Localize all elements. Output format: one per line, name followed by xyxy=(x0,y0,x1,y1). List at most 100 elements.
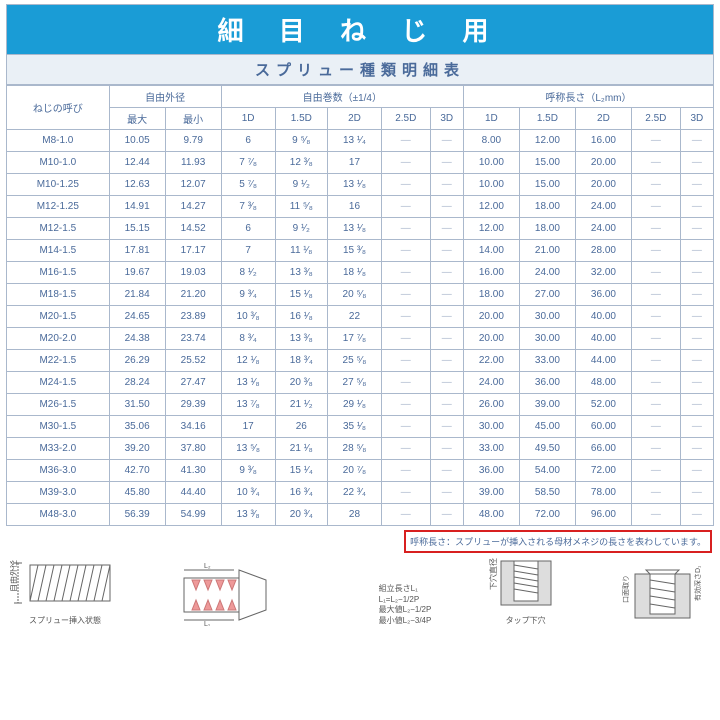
page-subtitle: スプリュー種類明細表 xyxy=(6,55,714,85)
cell-t1: 13 ⁵⁄₈ xyxy=(221,438,275,460)
cell-name: M20-2.0 xyxy=(7,328,110,350)
cell-min: 23.89 xyxy=(165,306,221,328)
cell-l1: 24.00 xyxy=(463,372,519,394)
table-row: M10-1.2512.6312.075 ⁷⁄₈9 ¹⁄₂13 ¹⁄₈——10.0… xyxy=(7,174,714,196)
svg-text:L₂: L₂ xyxy=(204,563,211,570)
cell-t2: 27 ⁵⁄₈ xyxy=(328,372,382,394)
cell-t25: — xyxy=(381,218,430,240)
cell-l25: — xyxy=(631,394,680,416)
cell-t3: — xyxy=(430,438,463,460)
cell-l15: 54.00 xyxy=(519,460,575,482)
cell-t1: 6 xyxy=(221,218,275,240)
col-l-1d: 1D xyxy=(463,108,519,130)
cell-t15: 21 ¹⁄₂ xyxy=(275,394,327,416)
cell-t1: 8 ¹⁄₂ xyxy=(221,262,275,284)
cell-t2: 17 xyxy=(328,152,382,174)
cell-t25: — xyxy=(381,152,430,174)
diagram-depth: 口面取り 有効深さD₁ xyxy=(620,566,710,626)
cell-t2: 13 ¹⁄₈ xyxy=(328,174,382,196)
cell-t3: — xyxy=(430,174,463,196)
cell-min: 14.52 xyxy=(165,218,221,240)
cell-min: 19.03 xyxy=(165,262,221,284)
cell-name: M12-1.5 xyxy=(7,218,110,240)
cell-l2: 40.00 xyxy=(575,306,631,328)
cell-t1: 9 ³⁄₄ xyxy=(221,284,275,306)
cell-l15: 15.00 xyxy=(519,152,575,174)
cell-name: M30-1.5 xyxy=(7,416,110,438)
cell-name: M10-1.0 xyxy=(7,152,110,174)
table-row: M48-3.056.3954.9913 ³⁄₈20 ³⁄₄28——48.0072… xyxy=(7,504,714,526)
cell-t15: 26 xyxy=(275,416,327,438)
cell-name: M8-1.0 xyxy=(7,130,110,152)
cell-l25: — xyxy=(631,218,680,240)
cell-l1: 12.00 xyxy=(463,218,519,240)
table-row: M8-1.010.059.7969 ⁵⁄₈13 ¹⁄₄——8.0012.0016… xyxy=(7,130,714,152)
diagram-coil: 自由外径 スプリュー挿入状態 xyxy=(10,553,120,626)
cell-l15: 39.00 xyxy=(519,394,575,416)
cell-min: 12.07 xyxy=(165,174,221,196)
cell-t1: 7 ³⁄₈ xyxy=(221,196,275,218)
cell-max: 12.44 xyxy=(109,152,165,174)
cell-l15: 27.00 xyxy=(519,284,575,306)
cell-l2: 66.00 xyxy=(575,438,631,460)
cell-min: 21.20 xyxy=(165,284,221,306)
cell-l2: 24.00 xyxy=(575,196,631,218)
svg-text:有効深さD₁: 有効深さD₁ xyxy=(693,566,702,601)
cell-l3: — xyxy=(680,152,713,174)
cell-l1: 48.00 xyxy=(463,504,519,526)
cell-l1: 26.00 xyxy=(463,394,519,416)
cell-t2: 20 ⁷⁄₈ xyxy=(328,460,382,482)
cell-l3: — xyxy=(680,438,713,460)
cell-l1: 20.00 xyxy=(463,306,519,328)
cell-t15: 16 ¹⁄₈ xyxy=(275,306,327,328)
cell-t25: — xyxy=(381,262,430,284)
cell-t3: — xyxy=(430,218,463,240)
cell-min: 27.47 xyxy=(165,372,221,394)
col-t-2d: 2D xyxy=(328,108,382,130)
cell-min: 14.27 xyxy=(165,196,221,218)
cell-t3: — xyxy=(430,482,463,504)
cell-min: 9.79 xyxy=(165,130,221,152)
table-row: M26-1.531.5029.3913 ⁷⁄₈21 ¹⁄₂29 ¹⁄₈——26.… xyxy=(7,394,714,416)
cell-name: M26-1.5 xyxy=(7,394,110,416)
cell-t15: 15 ¹⁄₄ xyxy=(275,460,327,482)
cell-l2: 36.00 xyxy=(575,284,631,306)
table-row: M16-1.519.6719.038 ¹⁄₂13 ³⁄₈18 ¹⁄₈——16.0… xyxy=(7,262,714,284)
cell-l2: 72.00 xyxy=(575,460,631,482)
cell-l3: — xyxy=(680,482,713,504)
svg-text:下穴直径: 下穴直径 xyxy=(488,558,498,590)
cell-l1: 12.00 xyxy=(463,196,519,218)
cell-l3: — xyxy=(680,174,713,196)
cell-t2: 22 ³⁄₄ xyxy=(328,482,382,504)
cell-l15: 30.00 xyxy=(519,328,575,350)
cell-l1: 36.00 xyxy=(463,460,519,482)
cell-l1: 33.00 xyxy=(463,438,519,460)
cell-name: M16-1.5 xyxy=(7,262,110,284)
cell-l15: 18.00 xyxy=(519,196,575,218)
cell-l1: 10.00 xyxy=(463,152,519,174)
cell-l3: — xyxy=(680,284,713,306)
cell-l3: — xyxy=(680,504,713,526)
cell-l25: — xyxy=(631,372,680,394)
cell-l2: 32.00 xyxy=(575,262,631,284)
col-free-od: 自由外径 xyxy=(109,86,221,108)
cell-l1: 39.00 xyxy=(463,482,519,504)
cell-max: 45.80 xyxy=(109,482,165,504)
col-nominal-len: 呼称長さ（L₂mm） xyxy=(463,86,713,108)
col-t-1d: 1D xyxy=(221,108,275,130)
cell-l2: 96.00 xyxy=(575,504,631,526)
cell-t2: 20 ⁵⁄₈ xyxy=(328,284,382,306)
cell-t15: 11 ⁵⁄₈ xyxy=(275,196,327,218)
cell-t25: — xyxy=(381,350,430,372)
cell-t25: — xyxy=(381,438,430,460)
cell-t3: — xyxy=(430,328,463,350)
cell-t15: 9 ¹⁄₂ xyxy=(275,174,327,196)
cell-t3: — xyxy=(430,416,463,438)
cell-min: 25.52 xyxy=(165,350,221,372)
cell-max: 17.81 xyxy=(109,240,165,262)
cell-t1: 7 ⁷⁄₈ xyxy=(221,152,275,174)
cell-l3: — xyxy=(680,196,713,218)
cell-name: M36-3.0 xyxy=(7,460,110,482)
cell-l2: 24.00 xyxy=(575,218,631,240)
cell-t3: — xyxy=(430,284,463,306)
